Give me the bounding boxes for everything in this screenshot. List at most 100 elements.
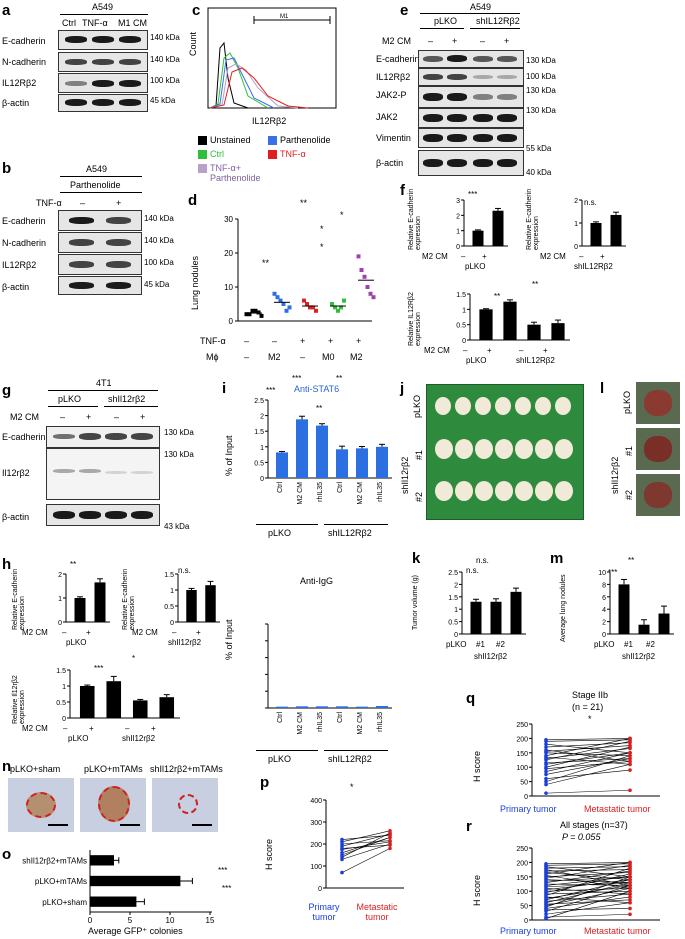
kda-label: 100 kDa	[150, 76, 180, 85]
pair-line	[545, 885, 631, 912]
data-point	[253, 308, 258, 313]
chart-title: Anti-STAT6	[294, 384, 340, 394]
primary-point	[544, 758, 548, 762]
pair-line	[545, 761, 631, 769]
data-point	[311, 305, 315, 310]
bar	[590, 223, 602, 246]
bar	[90, 855, 114, 866]
row-label: #2	[414, 491, 424, 502]
pair-line	[545, 764, 631, 785]
bar	[490, 601, 502, 634]
tumor-specimen	[555, 397, 571, 415]
western-blot-strip	[418, 68, 524, 86]
tumor-specimen	[535, 397, 551, 415]
condition-label: M2 CM	[132, 628, 158, 637]
group-label: shIL12Rβ2	[516, 356, 555, 365]
group-label: shIl12rβ2	[610, 456, 620, 494]
row-label: #1	[414, 449, 424, 460]
bar	[658, 613, 670, 634]
legend-swatch	[198, 164, 207, 173]
chart-title: Stage IIb	[572, 690, 609, 700]
significance-label: ***	[266, 386, 276, 395]
metastatic-point	[628, 759, 632, 764]
bar	[316, 706, 328, 708]
metastatic-point	[628, 895, 632, 899]
panel-letter: l	[600, 380, 605, 397]
row-value: M2	[268, 352, 281, 362]
panel-letter: p	[260, 774, 270, 791]
metastatic-point	[628, 745, 632, 749]
blot-row-label: IL12Rβ2	[2, 260, 37, 270]
tumor-specimen	[475, 397, 491, 415]
category-label: M2 CM	[357, 712, 364, 735]
group-label: shIl12rβ2	[168, 638, 202, 647]
y-axis-label: Count	[188, 31, 198, 56]
kda-label: 140 kDa	[144, 236, 174, 245]
pair-line	[545, 746, 631, 768]
y-tick-label: 0.5	[56, 700, 66, 707]
bar	[618, 584, 630, 634]
cell-line-label: A549	[86, 164, 108, 174]
divider	[256, 750, 318, 751]
significance-label: **	[300, 198, 308, 208]
chart-title: All stages (n=37)	[560, 820, 628, 830]
metastatic-point	[628, 875, 632, 879]
pair-line	[545, 862, 631, 865]
y-axis-label: Average lung nodules	[560, 574, 567, 642]
legend-label: Unstained	[210, 135, 251, 145]
y-tick-label: 0	[260, 476, 264, 483]
legend-label: TNF-α	[280, 149, 306, 159]
bar	[527, 324, 541, 340]
blot-row-label: E-cadherin	[2, 36, 46, 46]
panel-letter: q	[466, 690, 476, 707]
significance-label: ***	[608, 568, 618, 577]
y-tick-label: 1.5	[56, 668, 66, 675]
kda-label: 140 kDa	[150, 55, 180, 64]
group-label: shIL12Rβ2	[574, 262, 613, 271]
bar-chart-anti-igg: Ctrl M2 CM rhIL35 Ctrl M2 CM rhIL35	[265, 623, 392, 735]
divider	[256, 524, 318, 525]
divider	[60, 176, 142, 177]
lung-photo	[636, 474, 680, 516]
panel-letter: f	[400, 182, 405, 199]
metastatic-point	[388, 840, 392, 844]
pair-line	[545, 864, 631, 879]
condition-sign: +	[487, 346, 492, 355]
bar-chart-lung-nodules: 0 2 4 6 8 10	[598, 570, 674, 639]
metastatic-point	[628, 880, 632, 885]
panel-letter: o	[2, 846, 12, 863]
condition-sign: –	[60, 412, 66, 422]
bar	[356, 706, 368, 708]
data-point	[278, 298, 283, 303]
bar	[492, 210, 504, 246]
row-value: M0	[322, 352, 335, 362]
divider	[60, 14, 148, 15]
metastatic-point	[628, 906, 632, 911]
significance-label: **	[316, 404, 323, 413]
category-label: Ctrl	[337, 482, 344, 493]
significance-label: **	[494, 292, 501, 301]
data-point	[336, 308, 340, 313]
category-label: Ctrl	[337, 712, 344, 723]
significance-label: **	[628, 556, 635, 565]
bar	[472, 230, 484, 246]
bar	[470, 601, 482, 634]
pair-line	[545, 879, 631, 901]
y-tick-label: 0	[62, 716, 66, 723]
primary-point	[544, 776, 548, 781]
panel-letter: h	[2, 556, 12, 573]
y-tick-label: 2	[260, 414, 264, 421]
histology-image	[80, 778, 146, 832]
blot-row-label: N-cadherin	[2, 57, 47, 67]
tumor-specimen	[455, 481, 473, 501]
y-tick-label: 0.5	[448, 620, 458, 627]
metastatic-point	[628, 788, 632, 793]
condition-sign: +	[86, 628, 91, 637]
metastatic-point	[628, 898, 632, 902]
primary-point	[544, 766, 548, 771]
category-label: #2	[646, 640, 655, 649]
pair-line	[545, 739, 631, 742]
bar	[316, 425, 328, 478]
kda-label: 130 kDa	[526, 106, 556, 115]
legend-label: Parthenolide	[280, 135, 331, 145]
